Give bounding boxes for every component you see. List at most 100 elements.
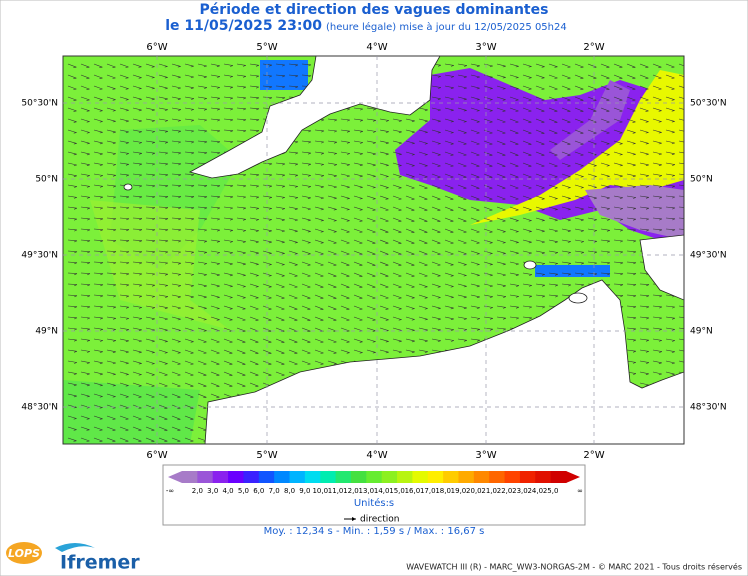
wave-arrow [184,151,195,155]
wave-arrow [561,184,571,189]
wave-arrow [93,349,103,353]
wave-arrow [379,338,389,343]
wave-arrow [145,129,156,133]
wave-arrow [496,327,507,331]
wave-arrow [392,184,402,189]
wave-arrow [431,305,441,310]
wave-arrow [457,239,467,244]
wave-arrow [301,195,311,199]
wave-arrow [327,272,337,277]
wave-arrow [340,217,350,222]
wave-arrow [197,151,208,155]
colorbar-cell [381,471,398,483]
wave-arrow [522,151,532,156]
wave-arrow [652,371,662,376]
wave-arrow [210,294,220,299]
wave-arrow [145,239,156,243]
wave-arrow [418,217,428,222]
wave-arrow [327,151,338,155]
wave-arrow [509,195,519,200]
wave-arrow [444,184,454,189]
wave-arrow [236,239,246,243]
wave-arrow [132,360,142,365]
wave-arrow [535,107,545,112]
wave-arrow [145,250,156,254]
wave-arrow [184,360,194,365]
wave-arrow [210,239,221,243]
wave-arrow [639,360,650,364]
lon-label-bottom: 6°W [146,450,167,461]
wave-arrow [197,360,207,365]
wave-arrow [236,327,246,332]
wave-arrow [665,140,675,145]
wave-arrow [522,283,533,287]
wave-arrow [119,404,129,409]
wave-arrow [509,162,519,167]
wave-arrow [366,151,376,155]
wave-arrow [158,393,168,398]
wave-arrow [132,140,143,144]
wave-arrow [93,217,104,221]
wave-arrow [314,283,324,288]
wave-arrow [561,96,571,101]
wave-arrow [418,228,428,233]
wave-arrow [145,151,156,155]
wave-arrow [665,184,676,188]
wave-arrow [600,173,610,178]
wave-arrow [639,85,649,90]
wave-arrow [223,129,234,133]
wave-arrow [613,85,623,90]
wave-arrow [184,184,195,188]
colorbar-label: 11,0 [328,487,344,495]
wave-arrow [496,305,507,309]
wave-arrow [522,305,533,309]
wave-arrow [483,217,493,222]
wave-arrow [184,415,194,420]
colorbar-label: 5,0 [238,487,249,495]
wave-arrow [197,261,208,265]
wave-arrow [405,349,415,354]
wave-arrow [119,107,129,112]
wave-arrow [288,338,298,343]
wave-arrow [93,294,104,298]
wave-arrow [652,63,662,68]
wave-arrow [301,63,312,67]
wave-arrow [249,195,260,199]
wave-arrow [184,129,195,133]
wave-arrow [145,294,156,298]
wave-arrow [288,63,299,67]
wave-arrow [223,195,234,199]
colorbar-label: 15,0 [389,487,405,495]
wave-arrow [236,217,247,221]
wave-arrow [613,63,623,68]
wave-arrow [236,349,246,354]
wave-arrow [327,228,337,233]
wave-arrow [353,217,363,222]
wave-arrow [158,272,169,276]
wave-arrow [145,217,156,221]
wave-arrow [522,239,532,244]
wave-arrow [158,349,168,354]
wave-arrow [93,96,103,101]
wave-arrow [392,349,402,354]
wave-arrow [197,140,208,144]
wave-arrow [119,294,130,298]
wave-arrow [288,206,298,210]
wave-arrow [392,272,402,277]
wave-arrow [158,162,169,166]
wave-arrow [106,239,117,243]
wave-arrow [301,316,311,321]
wave-arrow [418,239,428,244]
wave-arrow [223,206,234,210]
wave-arrow [301,228,311,233]
wave-arrow [548,118,558,123]
wave-arrow [353,206,363,211]
wave-arrow [80,437,90,442]
wave-arrow [431,162,441,167]
wave-arrow [93,316,104,320]
wave-arrow [405,118,415,123]
wave-arrow [561,151,571,156]
wave-arrow [652,118,662,123]
wave-arrow [275,162,286,166]
colorbar-label: 8,0 [284,487,295,495]
